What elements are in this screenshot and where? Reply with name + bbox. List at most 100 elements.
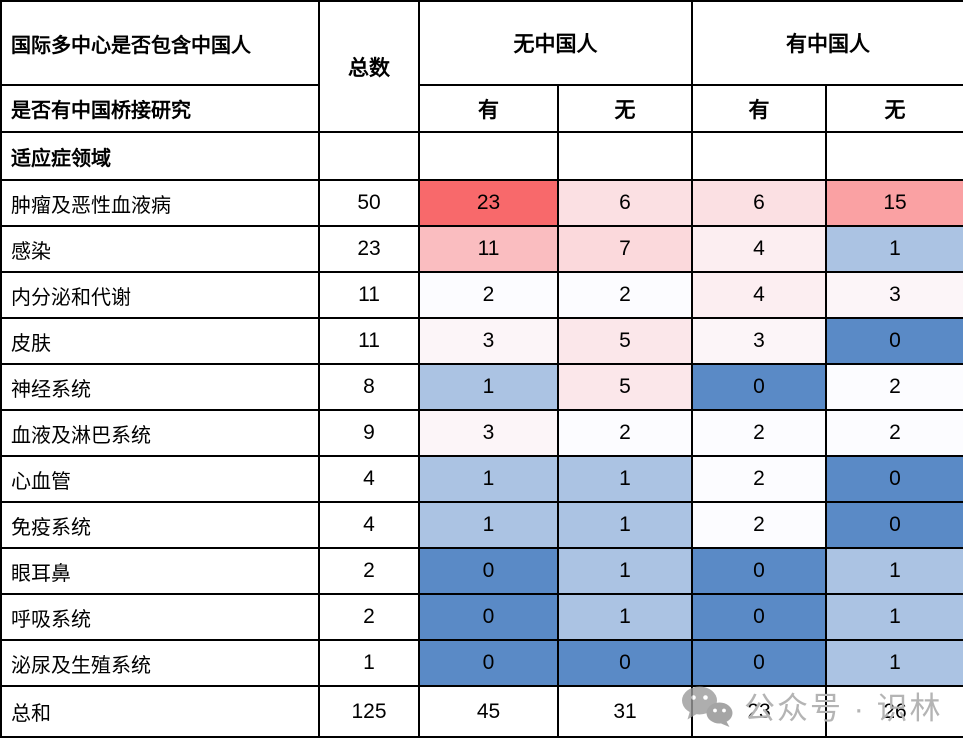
header-row-2: 是否有中国桥接研究 有 无 有 无 <box>0 84 963 133</box>
heatmap-cell: 0 <box>418 639 559 687</box>
heatmap-cell: 3 <box>418 317 559 365</box>
row-total: 23 <box>318 225 420 273</box>
header-row-1: 国际多中心是否包含中国人 总数 无中国人 有中国人 <box>0 0 963 133</box>
row-total: 8 <box>318 363 420 411</box>
header-total-col: 总数 <box>318 0 420 133</box>
indication-label: 肿瘤及恶性血液病 <box>0 179 320 227</box>
row-total: 4 <box>318 455 420 503</box>
row-total: 1 <box>318 639 420 687</box>
table-row: 肿瘤及恶性血液病 50 23 6 6 15 <box>0 179 963 227</box>
total-row-value: 31 <box>557 685 693 738</box>
heatmap-cell: 2 <box>418 271 559 319</box>
table-row: 内分泌和代谢 11 2 2 4 3 <box>0 271 963 319</box>
total-row-value: 23 <box>691 685 827 738</box>
heatmap-cell: 0 <box>825 317 963 365</box>
indication-label: 呼吸系统 <box>0 593 320 641</box>
heatmap-cell: 1 <box>825 547 963 595</box>
total-row-value: 45 <box>418 685 559 738</box>
empty-cell <box>418 131 559 181</box>
heatmap-cell: 3 <box>418 409 559 457</box>
table-row: 皮肤 11 3 5 3 0 <box>0 317 963 365</box>
indication-label: 眼耳鼻 <box>0 547 320 595</box>
heatmap-cell: 2 <box>691 409 827 457</box>
header-multicenter-label: 国际多中心是否包含中国人 <box>0 0 320 86</box>
table-row: 免疫系统 4 1 1 2 0 <box>0 501 963 549</box>
indication-label: 血液及淋巴系统 <box>0 409 320 457</box>
row-total: 2 <box>318 547 420 595</box>
empty-cell <box>825 131 963 181</box>
heatmap-cell: 1 <box>557 455 693 503</box>
row-total: 9 <box>318 409 420 457</box>
heatmap-cell: 1 <box>557 547 693 595</box>
heatmap-cell: 0 <box>691 639 827 687</box>
indication-label: 内分泌和代谢 <box>0 271 320 319</box>
row-total: 4 <box>318 501 420 549</box>
heatmap-cell: 5 <box>557 317 693 365</box>
total-row-sum: 125 <box>318 685 420 738</box>
table-row: 泌尿及生殖系统 1 0 0 0 1 <box>0 639 963 687</box>
heatmap-cell: 1 <box>825 225 963 273</box>
total-row-value: 26 <box>825 685 963 738</box>
heatmap-cell: 1 <box>557 593 693 641</box>
heatmap-cell: 0 <box>557 639 693 687</box>
heatmap-cell: 7 <box>557 225 693 273</box>
header-bridging-label: 是否有中国桥接研究 <box>0 84 320 133</box>
header-sub-yes-1: 有 <box>418 84 559 133</box>
header-sub-yes-2: 有 <box>691 84 827 133</box>
header-sub-no-2: 无 <box>825 84 963 133</box>
empty-cell <box>691 131 827 181</box>
indication-label: 免疫系统 <box>0 501 320 549</box>
heatmap-cell: 11 <box>418 225 559 273</box>
heatmap-cell: 0 <box>825 501 963 549</box>
heatmap-cell: 1 <box>825 639 963 687</box>
empty-cell <box>557 131 693 181</box>
indication-label: 泌尿及生殖系统 <box>0 639 320 687</box>
heatmap-cell: 5 <box>557 363 693 411</box>
heatmap-cell: 23 <box>418 179 559 227</box>
heatmap-cell: 15 <box>825 179 963 227</box>
header-group-no-chinese: 无中国人 <box>418 0 693 86</box>
header-row-3: 适应症领域 <box>0 131 963 181</box>
heatmap-cell: 6 <box>691 179 827 227</box>
row-total: 11 <box>318 317 420 365</box>
heatmap-cell: 0 <box>691 547 827 595</box>
heatmap-cell: 1 <box>418 501 559 549</box>
heatmap-cell: 2 <box>691 501 827 549</box>
indication-label: 神经系统 <box>0 363 320 411</box>
heatmap-cell: 1 <box>557 501 693 549</box>
heatmap-cell: 0 <box>691 593 827 641</box>
table-row: 心血管 4 1 1 2 0 <box>0 455 963 503</box>
indication-label: 心血管 <box>0 455 320 503</box>
heatmap-cell: 2 <box>825 409 963 457</box>
heatmap-cell: 4 <box>691 271 827 319</box>
row-total: 11 <box>318 271 420 319</box>
heatmap-cell: 2 <box>557 271 693 319</box>
heatmap-cell: 1 <box>418 455 559 503</box>
table-row: 眼耳鼻 2 0 1 0 1 <box>0 547 963 595</box>
total-row-label: 总和 <box>0 685 320 738</box>
heatmap-cell: 0 <box>691 363 827 411</box>
header-group-has-chinese: 有中国人 <box>691 0 963 86</box>
heatmap-cell: 0 <box>418 547 559 595</box>
table-row: 感染 23 11 7 4 1 <box>0 225 963 273</box>
heatmap-cell: 0 <box>418 593 559 641</box>
heatmap-cell: 0 <box>825 455 963 503</box>
heatmap-cell: 2 <box>557 409 693 457</box>
table-row: 呼吸系统 2 0 1 0 1 <box>0 593 963 641</box>
heatmap-cell: 4 <box>691 225 827 273</box>
header-sub-no-1: 无 <box>557 84 693 133</box>
total-row: 总和 125 45 31 23 26 <box>0 685 963 738</box>
header-indication-label: 适应症领域 <box>0 131 320 181</box>
heatmap-cell: 1 <box>418 363 559 411</box>
heatmap-cell: 1 <box>825 593 963 641</box>
table-row: 神经系统 8 1 5 0 2 <box>0 363 963 411</box>
row-total: 2 <box>318 593 420 641</box>
heatmap-cell: 3 <box>825 271 963 319</box>
empty-cell <box>318 131 420 181</box>
heatmap-cell: 6 <box>557 179 693 227</box>
table-row: 血液及淋巴系统 9 3 2 2 2 <box>0 409 963 457</box>
row-total: 50 <box>318 179 420 227</box>
indication-label: 感染 <box>0 225 320 273</box>
indication-label: 皮肤 <box>0 317 320 365</box>
